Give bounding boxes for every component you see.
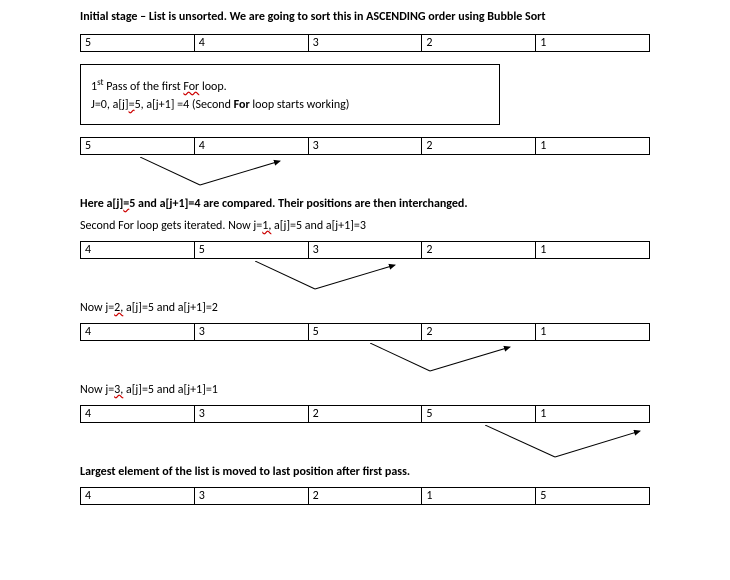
swap-arrow-1	[80, 157, 650, 189]
cell: 2	[422, 324, 536, 341]
table-step2: 4 5 3 2 1	[80, 241, 650, 259]
cell: 5	[194, 242, 308, 259]
info-line-2: J=0, a[j]=5, a[j+1] =4 (Second For loop …	[91, 98, 489, 112]
table-final: 4 3 2 1 5	[80, 487, 650, 505]
swap-arrow-2	[80, 261, 650, 293]
info-line-1: 1st Pass of the first For loop.	[91, 77, 489, 94]
swap-arrow-3	[80, 343, 650, 375]
table-initial: 5 4 3 2 1	[80, 34, 650, 52]
table-step1: 5 4 3 2 1	[80, 137, 650, 155]
iterate-text-2: Now j=2, a[j]=5 and a[j+1]=2	[80, 301, 650, 315]
compare-text-1: Here a[j]=5 and a[j+1]=4 are compared. T…	[80, 197, 650, 211]
page-title: Initial stage – List is unsorted. We are…	[80, 10, 650, 24]
cell: 4	[81, 324, 195, 341]
cell: 3	[308, 35, 422, 52]
cell: 1	[422, 488, 536, 505]
cell: 4	[194, 35, 308, 52]
cell: 2	[308, 406, 422, 423]
table-step3: 4 3 5 2 1	[80, 323, 650, 341]
cell: 1	[536, 138, 650, 155]
cell: 3	[194, 488, 308, 505]
cell: 1	[536, 324, 650, 341]
cell: 5	[81, 35, 195, 52]
table-step4: 4 3 2 5 1	[80, 405, 650, 423]
cell: 2	[422, 242, 536, 259]
swap-arrow-4	[80, 425, 650, 457]
cell: 4	[194, 138, 308, 155]
cell: 3	[194, 324, 308, 341]
info-box-pass1: 1st Pass of the first For loop. J=0, a[j…	[80, 64, 500, 125]
cell: 2	[422, 138, 536, 155]
cell: 2	[422, 35, 536, 52]
cell: 1	[536, 35, 650, 52]
cell: 1	[536, 406, 650, 423]
cell: 1	[536, 242, 650, 259]
cell: 5	[308, 324, 422, 341]
cell: 3	[308, 138, 422, 155]
cell: 5	[536, 488, 650, 505]
cell: 4	[81, 406, 195, 423]
cell: 3	[194, 406, 308, 423]
cell: 2	[308, 488, 422, 505]
cell: 4	[81, 242, 195, 259]
final-text: Largest element of the list is moved to …	[80, 465, 650, 479]
cell: 3	[308, 242, 422, 259]
iterate-text-1: Second For loop gets iterated. Now j=1, …	[80, 219, 650, 233]
cell: 5	[422, 406, 536, 423]
cell: 4	[81, 488, 195, 505]
iterate-text-3: Now j=3, a[j]=5 and a[j+1]=1	[80, 383, 650, 397]
cell: 5	[81, 138, 195, 155]
